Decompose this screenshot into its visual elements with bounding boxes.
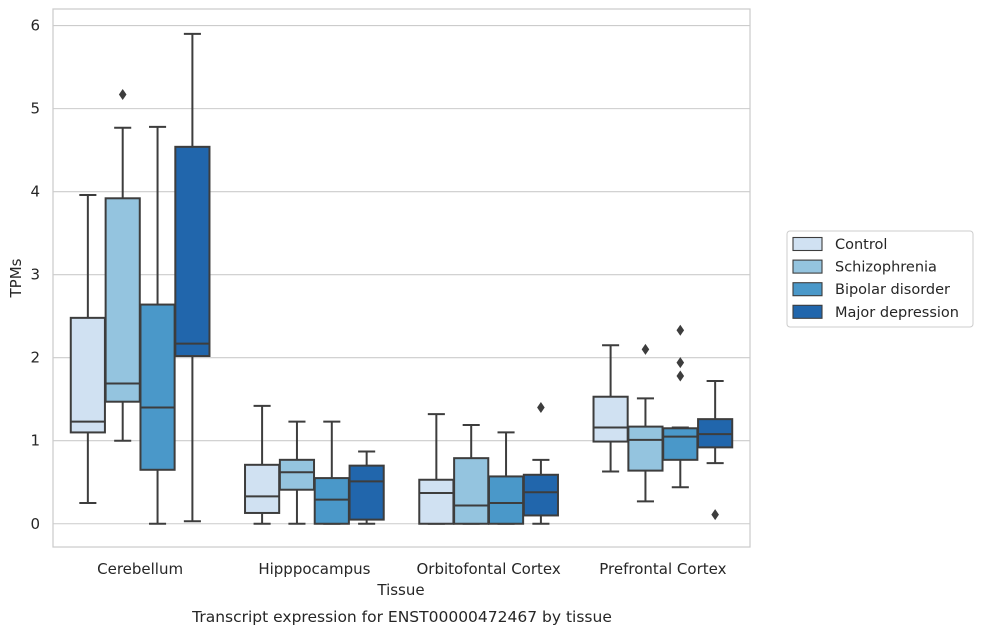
box-schizophrenia — [627, 343, 664, 503]
x-axis-label: Tissue — [376, 581, 424, 599]
legend-frame — [786, 230, 974, 328]
box-iqr — [348, 464, 385, 521]
outlier-point — [676, 324, 685, 336]
legend-label: Control — [835, 237, 887, 253]
box-control — [592, 344, 629, 473]
box-iqr — [139, 303, 176, 471]
x-tick-label: Cerebellum — [97, 560, 183, 578]
box-bipolar-disorder — [139, 125, 176, 525]
legend-swatch — [792, 259, 823, 274]
legend-label: Schizophrenia — [835, 260, 937, 276]
outlier-point — [711, 509, 719, 521]
box-iqr — [244, 463, 281, 514]
box-major-depression — [348, 450, 385, 525]
legend-swatch — [792, 236, 823, 252]
box-groups — [69, 32, 734, 525]
legend-label: Bipolar disorder — [835, 282, 950, 298]
box-iqr — [662, 427, 699, 461]
outlier-point — [676, 357, 685, 369]
box-control — [244, 404, 281, 525]
x-tick-label: Prefrontal Cortex — [599, 560, 726, 578]
legend-swatch — [792, 304, 823, 319]
y-tick-label: 2 — [30, 349, 40, 367]
box-major-depression — [174, 32, 211, 523]
box-iqr — [313, 477, 350, 525]
box-iqr — [627, 425, 664, 472]
box-schizophrenia — [453, 423, 490, 525]
box-bipolar-disorder — [662, 324, 699, 489]
box-schizophrenia — [278, 420, 316, 525]
outlier-point — [641, 343, 650, 355]
box-iqr — [418, 478, 455, 525]
chart-caption: Transcript expression for ENST0000047246… — [191, 608, 612, 626]
y-tick-label: 1 — [30, 432, 40, 450]
legend: Control Schizophrenia Bipolar disorder Majo… — [786, 230, 974, 328]
y-tick-label: 4 — [30, 183, 40, 201]
box-iqr — [174, 145, 211, 358]
box-major-depression — [522, 402, 559, 525]
y-axis-label: TPMs — [7, 258, 25, 298]
box-iqr — [487, 475, 525, 525]
box-iqr — [278, 458, 316, 491]
y-tick-label: 6 — [30, 17, 40, 35]
box-major-depression — [697, 379, 734, 521]
y-tick-labels: 0 1 2 3 4 5 6 — [30, 17, 40, 533]
box-iqr — [453, 457, 490, 525]
y-tick-label: 5 — [30, 100, 40, 118]
box-iqr — [69, 316, 106, 434]
x-tick-labels: Cerebellum Hipppocampus Orbitofontal Corte… — [97, 560, 726, 578]
x-tick-label: Orbitofontal Cortex — [417, 560, 561, 578]
outlier-point — [118, 89, 127, 101]
box-iqr — [104, 197, 141, 403]
legend-swatch — [792, 282, 823, 297]
x-tick-label: Hipppocampus — [258, 560, 370, 578]
box-iqr — [522, 473, 559, 517]
box-bipolar-disorder — [313, 420, 350, 525]
y-tick-label: 0 — [30, 515, 40, 533]
y-tick-label: 3 — [30, 266, 40, 284]
plot-frame — [52, 8, 751, 548]
box-schizophrenia — [104, 89, 141, 442]
legend-label: Major depression — [835, 305, 959, 321]
box-iqr — [592, 395, 629, 443]
outlier-point — [537, 402, 545, 414]
outlier-point — [676, 370, 685, 382]
